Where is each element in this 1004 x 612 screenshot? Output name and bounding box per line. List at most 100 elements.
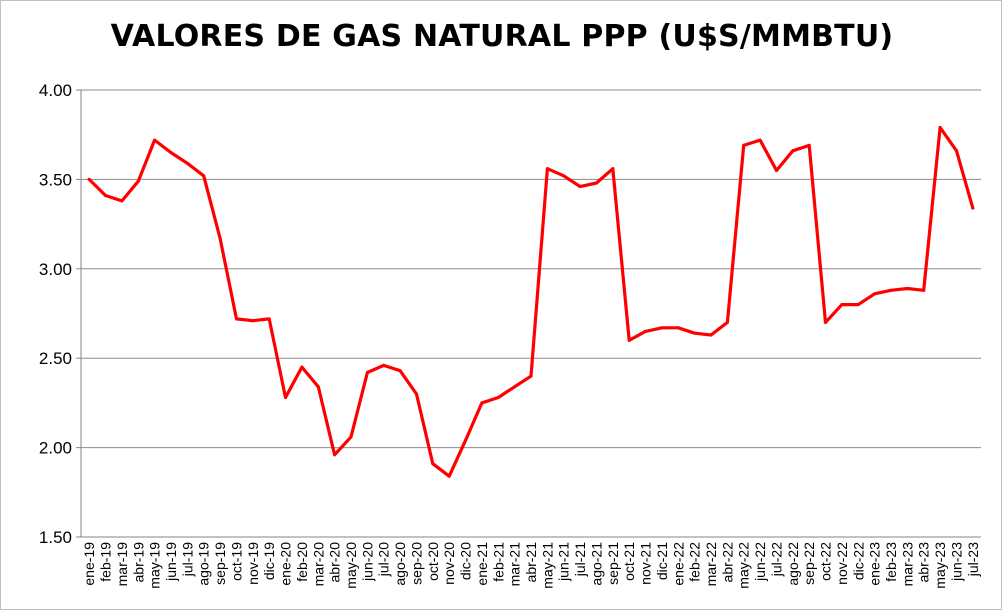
x-tick-label: ene-23 <box>867 542 883 586</box>
data-point <box>742 143 746 147</box>
data-point <box>562 174 566 178</box>
x-tick-label: ene-20 <box>278 542 294 586</box>
data-point <box>104 193 108 197</box>
x-tick-label: may-19 <box>147 542 163 589</box>
x-tick-label: nov-19 <box>245 542 261 585</box>
x-tick-label: oct-21 <box>621 542 637 581</box>
x-tick-label: ago-19 <box>196 542 212 586</box>
x-tick-label: may-23 <box>932 542 948 589</box>
x-tick-label: mar-19 <box>114 542 130 587</box>
y-tick-label: 2.00 <box>39 439 72 458</box>
data-point <box>447 474 451 478</box>
data-point <box>725 320 729 324</box>
data-point <box>938 126 942 130</box>
x-tick-label: dic-21 <box>654 542 670 580</box>
data-point <box>333 453 337 457</box>
data-point <box>218 236 222 240</box>
data-point <box>185 161 189 165</box>
x-tick-label: abr-23 <box>916 542 932 583</box>
data-point <box>464 438 468 442</box>
x-tick-label: oct-19 <box>228 542 244 581</box>
x-tick-label: jun-23 <box>948 542 964 582</box>
x-tick-label: ene-22 <box>670 542 686 586</box>
data-point <box>251 319 255 323</box>
data-point <box>431 462 435 466</box>
data-point <box>153 138 157 142</box>
data-point <box>382 363 386 367</box>
data-point <box>87 177 91 181</box>
x-tick-label: ago-21 <box>588 542 604 586</box>
chart-title: VALORES DE GAS NATURAL PPP (U$S/MMBTU) <box>110 19 894 54</box>
data-point <box>873 292 877 296</box>
data-point <box>611 167 615 171</box>
x-tick-label: jun-21 <box>556 542 572 582</box>
data-point <box>758 138 762 142</box>
data-point <box>545 167 549 171</box>
data-point <box>693 331 697 335</box>
data-point <box>267 317 271 321</box>
data-point <box>284 396 288 400</box>
data-point <box>414 392 418 396</box>
data-point <box>660 326 664 330</box>
x-tick-label: jul-20 <box>376 542 392 577</box>
data-point <box>398 369 402 373</box>
x-tick-label: sep-21 <box>605 542 621 585</box>
x-tick-label: abr-21 <box>523 542 539 583</box>
x-tick-label: ago-20 <box>392 542 408 586</box>
x-tick-label: feb-21 <box>490 542 506 582</box>
x-tick-label: jul-21 <box>572 542 588 577</box>
x-tick-label: may-22 <box>736 542 752 589</box>
x-tick-label: abr-20 <box>327 542 343 583</box>
y-tick-label: 3.50 <box>39 170 72 189</box>
data-point <box>791 149 795 153</box>
data-point <box>480 401 484 405</box>
data-point <box>905 286 909 290</box>
x-tick-label: oct-22 <box>818 542 834 581</box>
data-point <box>365 371 369 375</box>
x-tick-label: mar-23 <box>899 542 915 587</box>
data-point <box>202 174 206 178</box>
x-tick-label: jul-22 <box>768 542 784 577</box>
x-tick-label: abr-19 <box>130 542 146 583</box>
data-point <box>627 338 631 342</box>
x-tick-label: sep-22 <box>801 542 817 585</box>
data-point <box>971 206 975 210</box>
y-tick-label: 4.00 <box>39 81 72 100</box>
x-tick-label: feb-20 <box>294 542 310 582</box>
data-point <box>496 396 500 400</box>
x-tick-label: mar-22 <box>703 542 719 587</box>
data-point <box>644 329 648 333</box>
data-point <box>594 181 598 185</box>
x-tick-label: jul-19 <box>179 542 195 577</box>
x-tick-label: sep-19 <box>212 542 228 585</box>
x-tick-label: dic-19 <box>261 542 277 580</box>
data-point <box>169 151 173 155</box>
x-tick-label: feb-23 <box>883 542 899 582</box>
data-point <box>529 374 533 378</box>
x-tick-label: jun-22 <box>752 542 768 582</box>
data-point <box>349 435 353 439</box>
data-point <box>856 303 860 307</box>
x-tick-label: sep-20 <box>408 542 424 585</box>
data-point <box>807 143 811 147</box>
data-point <box>234 317 238 321</box>
y-tick-label: 1.50 <box>39 528 72 547</box>
x-tick-label: ene-21 <box>474 542 490 586</box>
x-tick-label: nov-22 <box>834 542 850 585</box>
x-tick-label: dic-22 <box>850 542 866 580</box>
x-tick-label: dic-20 <box>458 542 474 580</box>
x-tick-label: feb-22 <box>687 542 703 582</box>
x-tick-label: nov-21 <box>638 542 654 585</box>
x-tick-label: may-20 <box>343 542 359 589</box>
data-point <box>709 333 713 337</box>
data-point <box>824 320 828 324</box>
x-tick-label: may-21 <box>539 542 555 589</box>
x-tick-label: mar-20 <box>310 542 326 587</box>
data-point <box>578 185 582 189</box>
x-tick-label: jun-19 <box>163 542 179 582</box>
x-tick-label: ago-22 <box>785 542 801 586</box>
x-tick-label: ene-19 <box>81 542 97 586</box>
data-point <box>316 385 320 389</box>
data-point <box>676 326 680 330</box>
